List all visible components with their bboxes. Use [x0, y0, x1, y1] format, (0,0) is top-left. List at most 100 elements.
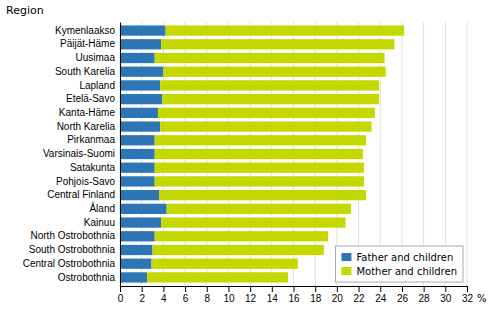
y-axis: Kymenlaakso Päijät-Häme Uusimaa South Karel…: [23, 23, 121, 287]
tick-mark: [315, 286, 316, 292]
bar: [155, 231, 329, 241]
tick: 10: [223, 286, 235, 304]
bars: [120, 25, 404, 282]
tick: South Karelia: [55, 66, 120, 77]
tick-mark: [337, 286, 338, 292]
tick: 20: [332, 286, 344, 304]
legend-swatch: [341, 253, 351, 261]
tick-mark: [163, 286, 164, 292]
tick: 32: [462, 286, 474, 304]
tick: 8: [204, 286, 210, 304]
legend-frame: [335, 246, 463, 282]
tick: North Karelia: [57, 121, 120, 132]
bar: [155, 53, 385, 63]
tick: Kymenlaakso: [55, 25, 120, 36]
tick: Kanta-Häme: [59, 107, 120, 118]
bar: [161, 217, 345, 227]
tick-mark: [207, 286, 208, 292]
tick: 4: [161, 286, 167, 304]
bar: [162, 94, 379, 104]
bar: [147, 272, 288, 282]
legend: Father and children Mother and children: [335, 246, 463, 282]
tick: 24: [375, 286, 387, 304]
tick-label: 30: [440, 293, 452, 304]
bar: [120, 121, 160, 131]
bar: [120, 135, 155, 145]
tick-mark: [294, 286, 295, 292]
plot: 02468101214161820222426283032Kymenlaakso…: [23, 22, 474, 304]
tick-label: Kainuu: [84, 217, 115, 228]
tick: North Ostrobothnia: [31, 230, 121, 241]
grid-line: [120, 22, 121, 286]
bar: [120, 272, 147, 282]
legend-item: Father and children: [341, 252, 453, 263]
bar: [151, 259, 297, 269]
bar: [120, 163, 155, 173]
bar: [120, 231, 155, 241]
tick-label: 2: [139, 293, 145, 304]
bar: [120, 108, 158, 118]
tick-mark: [402, 286, 403, 292]
tick: South Ostrobothnia: [29, 244, 120, 255]
tick-label: Varsinais-Suomi: [43, 148, 115, 159]
bar: [120, 67, 163, 77]
tick: Åland: [89, 202, 120, 214]
tick-label: Pohjois-Savo: [56, 176, 115, 187]
tick-label: 10: [223, 293, 235, 304]
tick: 6: [183, 286, 189, 304]
axis-line: [121, 287, 468, 293]
bar: [120, 94, 162, 104]
tick-label: 22: [354, 293, 366, 304]
x-axis: 02468101214161820222426283032: [118, 286, 474, 304]
tick: 30: [440, 286, 452, 304]
bar: [120, 217, 161, 227]
tick: Uusimaa: [76, 52, 120, 63]
tick-label: Satakunta: [70, 162, 115, 173]
tick: Central Finland: [47, 189, 120, 200]
bar: [120, 149, 155, 159]
tick-mark: [467, 286, 468, 292]
tick: Kainuu: [84, 217, 120, 228]
bar: [120, 53, 155, 63]
tick-label: 16: [288, 293, 300, 304]
bar: [158, 108, 375, 118]
tick: 2: [139, 286, 145, 304]
tick: Pohjois-Savo: [56, 176, 120, 187]
tick-mark: [359, 286, 360, 292]
tick-label: Lapland: [79, 80, 115, 91]
bar: [160, 80, 379, 90]
tick-label: 12: [245, 293, 257, 304]
bar: [120, 245, 153, 255]
tick: Ostrobothnia: [58, 272, 120, 283]
bar: [161, 39, 394, 49]
tick: Pirkanmaa: [67, 134, 120, 145]
tick-mark: [142, 286, 143, 292]
bar: [155, 149, 363, 159]
tick-label: Åland: [89, 202, 115, 214]
tick: 12: [245, 286, 257, 304]
tick-label: 8: [204, 293, 210, 304]
bar: [120, 80, 160, 90]
tick-mark: [185, 286, 186, 292]
tick: 16: [288, 286, 300, 304]
tick-label: Uusimaa: [76, 52, 116, 63]
bar: [120, 176, 155, 186]
tick-label: 14: [267, 293, 279, 304]
bar: [155, 176, 364, 186]
axis-label: Region: [6, 4, 44, 17]
axis-label: %: [477, 293, 487, 304]
legend-label: Mother and children: [356, 266, 457, 277]
tick-label: North Ostrobothnia: [31, 230, 116, 241]
tick-label: Päijät-Häme: [60, 38, 115, 49]
legend-label: Father and children: [356, 252, 453, 263]
tick: 28: [419, 286, 431, 304]
bar: [155, 163, 364, 173]
tick-mark: [445, 286, 446, 292]
tick-mark: [120, 286, 121, 292]
bar: [163, 67, 385, 77]
tick-label: Etelä-Savo: [66, 93, 115, 104]
tick-mark: [380, 286, 381, 292]
tick-mark: [228, 286, 229, 292]
tick: 0: [118, 286, 124, 304]
bar: [166, 25, 405, 35]
